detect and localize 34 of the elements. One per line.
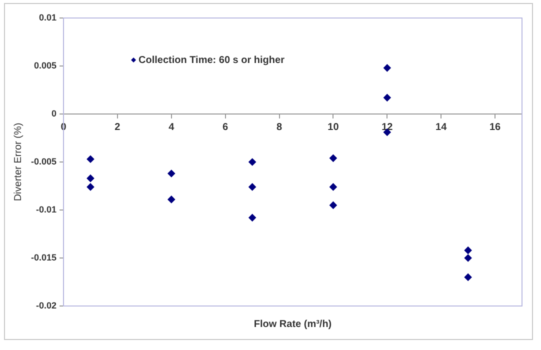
point (464, 246, 472, 254)
y-axis-title: Diverter Error (%) (12, 122, 24, 202)
y-tick-label: -0.02 (36, 300, 57, 310)
y-tick-label: 0.005 (34, 60, 57, 70)
point (248, 214, 256, 222)
x-tick-label: 8 (276, 122, 282, 133)
point (383, 64, 391, 72)
legend-label: Collection Time: 60 s or higher (138, 54, 285, 66)
point (330, 183, 337, 191)
point (168, 196, 176, 204)
x-tick-label: 10 (328, 122, 340, 133)
y-tick-label: -0.015 (30, 252, 57, 262)
x-tick-label: 16 (489, 122, 502, 133)
point (383, 94, 391, 102)
y-tick-label: 0 (52, 108, 57, 118)
x-tick-label: 6 (222, 122, 229, 133)
point (86, 155, 94, 163)
point (86, 174, 94, 182)
y-tick-label: -0.01 (36, 204, 57, 214)
point (86, 183, 94, 191)
x-tick-label: 14 (436, 122, 448, 133)
x-tick-label: 12 (382, 122, 394, 133)
y-tick-label: -0.005 (30, 156, 57, 166)
x-axis-title: Flow Rate (m³/h) (254, 318, 332, 330)
point (248, 158, 256, 166)
y-tick-label: 0.01 (38, 12, 57, 22)
point (248, 183, 256, 191)
point (464, 274, 472, 281)
x-tick-label: 4 (168, 122, 175, 133)
point (330, 202, 337, 209)
point (168, 170, 176, 178)
point (464, 254, 472, 262)
x-tick-label: 2 (114, 122, 121, 133)
point (330, 154, 337, 162)
